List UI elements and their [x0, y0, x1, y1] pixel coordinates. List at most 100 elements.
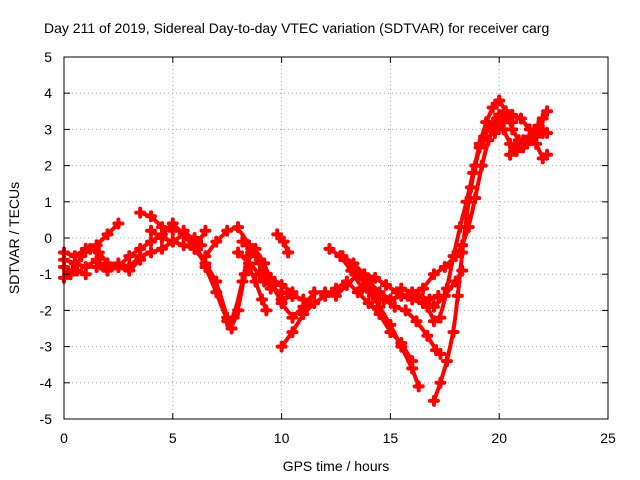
data-point-marker — [253, 257, 266, 270]
data-point-marker — [260, 304, 273, 317]
data-point-marker — [286, 326, 299, 339]
series-sat-j-markers — [236, 235, 299, 299]
data-point-marker — [412, 380, 425, 393]
data-point-marker — [504, 137, 517, 150]
data-point-marker — [145, 235, 158, 248]
data-point-marker — [155, 242, 168, 255]
chart-title: Day 211 of 2019, Sidereal Day-to-day VTE… — [44, 20, 549, 36]
data-point-marker — [188, 242, 201, 255]
data-point-marker — [236, 275, 249, 288]
series-sat-e-markers — [90, 253, 147, 277]
data-point-marker — [210, 286, 223, 299]
data-point-marker — [210, 235, 223, 248]
data-point-marker — [92, 246, 105, 259]
data-point-marker — [497, 116, 510, 129]
x-tick-label: 20 — [491, 430, 507, 446]
data-point-marker — [330, 282, 342, 295]
data-series-group — [58, 94, 554, 407]
data-point-marker — [166, 235, 179, 248]
data-point-marker — [366, 289, 379, 302]
data-point-marker — [506, 123, 519, 136]
data-point-marker — [499, 105, 512, 118]
data-point-marker — [123, 264, 136, 277]
data-point-marker — [362, 275, 375, 288]
data-point-marker — [319, 289, 332, 302]
y-tick-label: -4 — [40, 375, 53, 391]
data-point-marker — [256, 293, 269, 306]
data-point-marker — [336, 250, 349, 263]
data-point-marker — [286, 286, 299, 299]
series-sat-l-markers — [275, 275, 419, 368]
data-point-marker — [514, 112, 527, 125]
data-point-marker — [275, 297, 288, 310]
data-point-marker — [373, 286, 386, 299]
data-point-marker — [155, 232, 168, 244]
data-point-marker — [506, 108, 519, 121]
data-point-marker — [460, 210, 473, 223]
data-point-marker — [369, 271, 382, 284]
data-point-marker — [253, 268, 266, 281]
data-point-marker — [395, 336, 408, 349]
data-point-marker — [384, 293, 397, 306]
data-point-marker — [271, 228, 284, 241]
data-point-marker — [308, 297, 321, 310]
data-point-marker — [79, 268, 92, 281]
data-point-marker — [275, 279, 288, 292]
data-point-marker — [421, 300, 434, 313]
data-point-marker — [282, 246, 295, 259]
data-point-marker — [536, 112, 549, 125]
data-point-marker — [71, 264, 84, 277]
data-point-marker — [493, 94, 506, 107]
data-point-marker — [530, 130, 543, 143]
data-point-marker — [145, 210, 158, 223]
data-point-marker — [388, 300, 401, 313]
data-point-marker — [410, 315, 423, 328]
data-point-marker — [155, 221, 168, 234]
data-point-marker — [177, 239, 190, 252]
data-point-marker — [221, 315, 234, 328]
data-point-marker — [345, 264, 358, 277]
data-point-marker — [68, 250, 81, 263]
data-point-marker — [373, 308, 386, 321]
x-tick-label: 15 — [383, 430, 399, 446]
data-point-marker — [456, 246, 469, 259]
data-point-marker — [308, 286, 321, 299]
y-tick-label: -5 — [40, 411, 53, 427]
data-point-marker — [199, 260, 212, 273]
data-point-marker — [177, 224, 190, 237]
data-point-marker — [412, 289, 425, 302]
y-tick-label: 2 — [44, 158, 52, 174]
series-sat-s-markers — [427, 112, 554, 407]
y-tick-label: 4 — [44, 85, 52, 101]
data-point-marker — [199, 224, 212, 237]
data-point-marker — [477, 130, 490, 143]
data-point-marker — [464, 181, 477, 194]
x-tick-labels: 0 5 10 15 20 25 — [60, 430, 616, 446]
x-axis-label: GPS time / hours — [283, 458, 390, 474]
x-tick-label: 5 — [169, 430, 177, 446]
data-point-marker — [134, 242, 147, 255]
data-point-marker — [221, 224, 234, 237]
data-point-marker — [438, 260, 451, 273]
data-point-marker — [245, 242, 258, 255]
data-point-marker — [232, 246, 245, 259]
data-point-marker — [249, 275, 262, 288]
data-point-marker — [384, 326, 397, 339]
data-point-marker — [406, 355, 419, 368]
series-sat-u-markers — [504, 127, 549, 161]
data-point-marker — [225, 322, 238, 335]
data-point-marker — [323, 242, 336, 255]
x-tick-label: 25 — [600, 430, 616, 446]
x-tick-label: 10 — [274, 430, 290, 446]
data-point-marker — [440, 355, 453, 368]
data-point-marker — [406, 286, 419, 299]
data-point-marker — [434, 376, 447, 389]
y-tick-labels: -5 -4 -3 -2 -1 0 1 2 3 4 5 — [40, 49, 53, 427]
data-point-marker — [536, 127, 549, 140]
data-point-marker — [417, 282, 430, 295]
data-point-marker — [347, 257, 360, 270]
data-point-marker — [510, 141, 523, 154]
data-point-marker — [423, 293, 436, 306]
x-tick-label: 0 — [60, 430, 68, 446]
data-point-marker — [399, 304, 412, 317]
